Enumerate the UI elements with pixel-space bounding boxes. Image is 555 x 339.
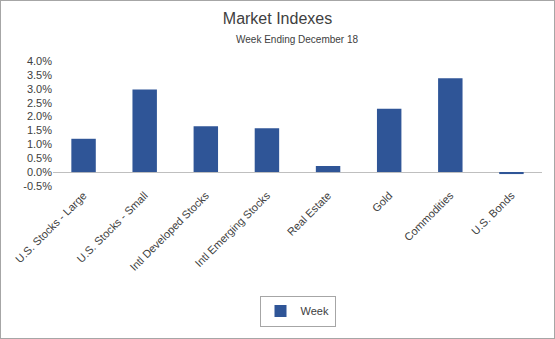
- svg-text:Gold: Gold: [370, 189, 395, 214]
- svg-text:Week Ending December 18: Week Ending December 18: [236, 34, 359, 45]
- svg-text:2.5%: 2.5%: [27, 97, 52, 109]
- svg-text:Commodities: Commodities: [402, 189, 456, 243]
- svg-text:Week: Week: [301, 305, 329, 317]
- svg-text:-0.5%: -0.5%: [23, 180, 52, 192]
- svg-text:1.0%: 1.0%: [27, 138, 52, 150]
- svg-text:3.5%: 3.5%: [27, 69, 52, 81]
- svg-text:0.5%: 0.5%: [27, 152, 52, 164]
- svg-text:4.0%: 4.0%: [27, 55, 52, 67]
- svg-text:U.S. Bonds: U.S. Bonds: [469, 189, 517, 237]
- svg-text:2.0%: 2.0%: [27, 110, 52, 122]
- svg-text:Market Indexes: Market Indexes: [223, 10, 332, 27]
- svg-text:1.5%: 1.5%: [27, 124, 52, 136]
- svg-text:Intl Developed Stocks: Intl Developed Stocks: [127, 189, 211, 273]
- svg-text:3.0%: 3.0%: [27, 83, 52, 95]
- svg-text:0.0%: 0.0%: [27, 166, 52, 178]
- svg-text:U.S. Stocks - Large: U.S. Stocks - Large: [13, 189, 89, 265]
- svg-text:Real Estate: Real Estate: [285, 189, 334, 238]
- svg-text:Intl Emerging Stocks: Intl Emerging Stocks: [192, 189, 272, 269]
- svg-text:U.S. Stocks - Small: U.S. Stocks - Small: [75, 189, 150, 264]
